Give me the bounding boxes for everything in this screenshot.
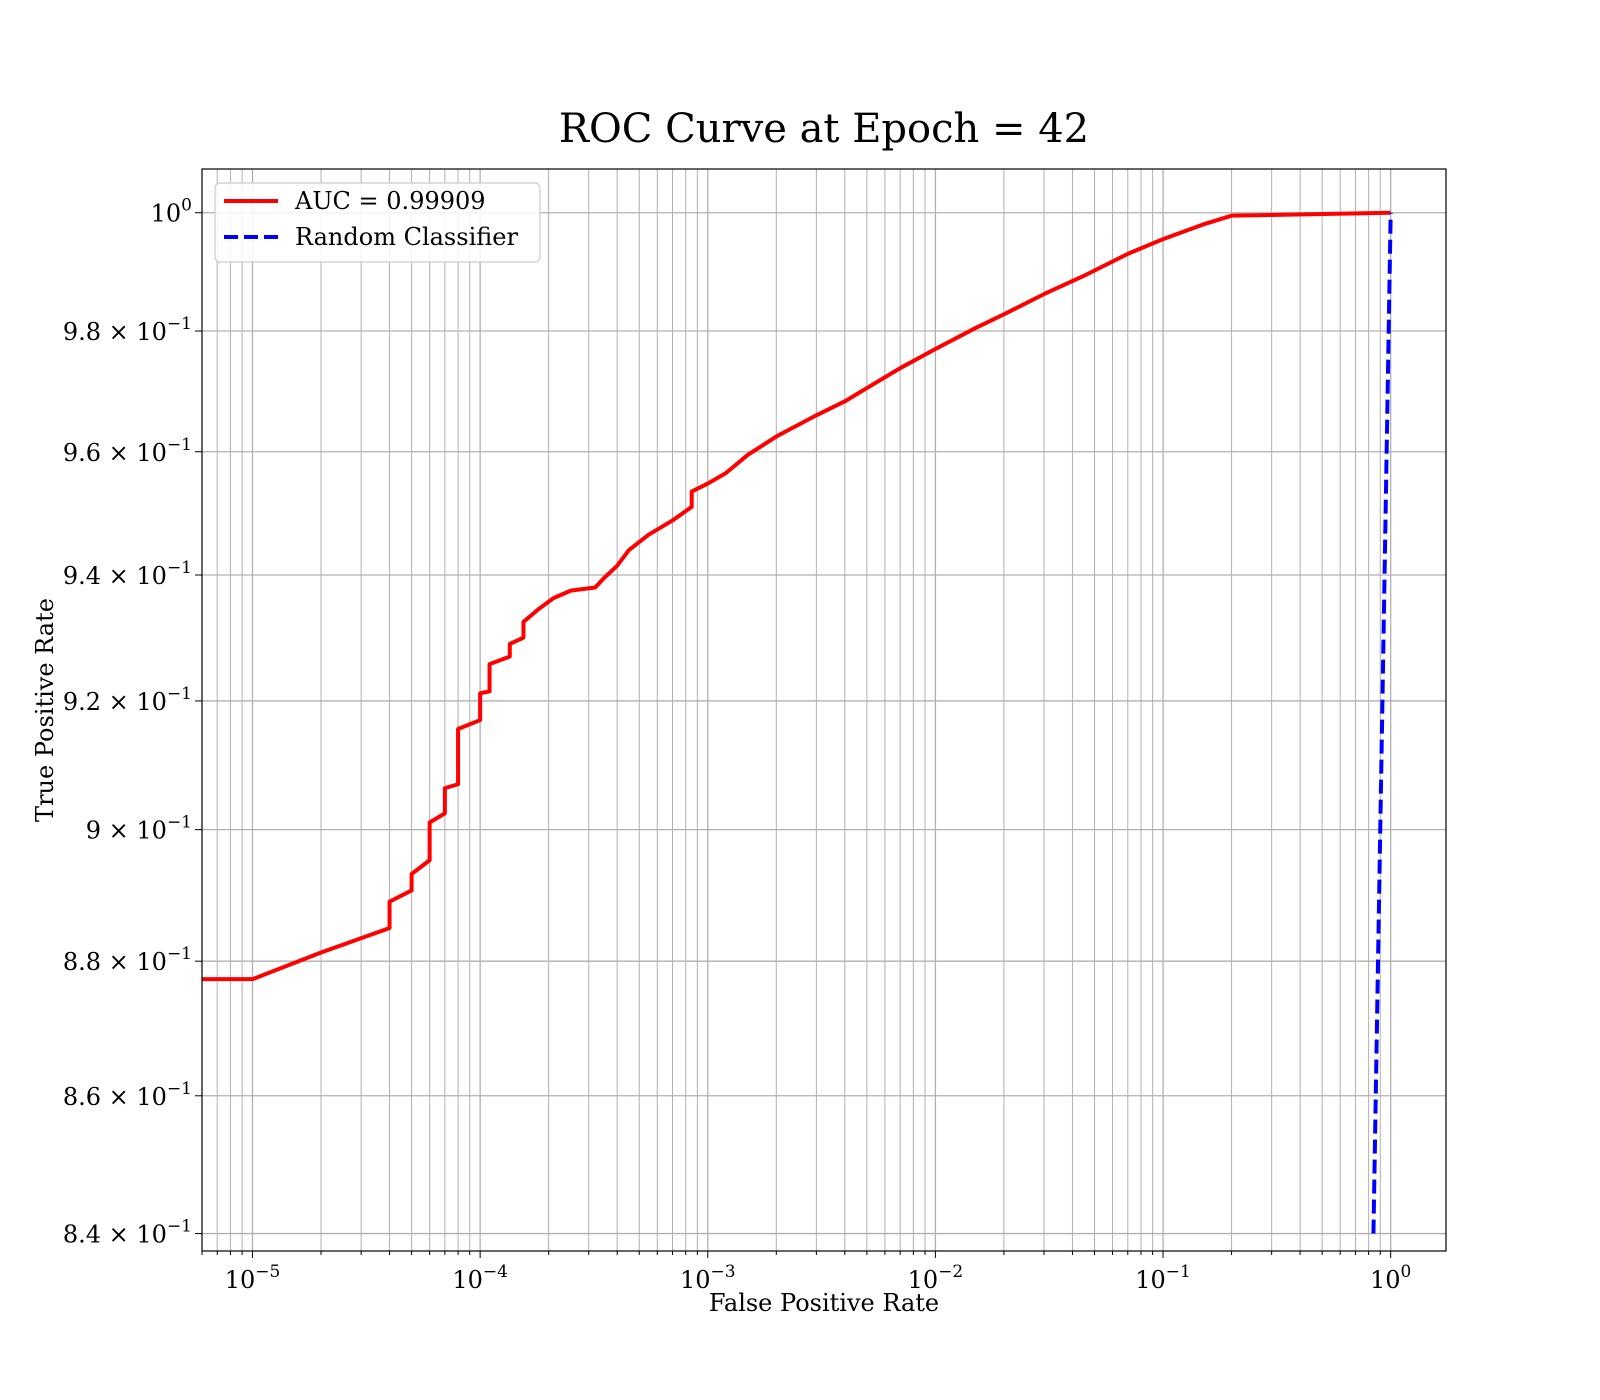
legend-label-random: Random Classifier — [295, 223, 518, 251]
y-tick-label: 8.6 × 10−1 — [63, 1079, 192, 1111]
y-tick-label: 100 — [151, 196, 192, 228]
y-tick-label: 9.8 × 10−1 — [63, 314, 192, 346]
random-classifier-line — [1371, 212, 1393, 1234]
x-tick-label: 100 — [1370, 1262, 1411, 1294]
roc-curve-line — [202, 210, 1391, 982]
y-tick-label: 9.2 × 10−1 — [63, 684, 192, 716]
x-axis-title: False Positive Rate — [709, 1289, 939, 1317]
plot-area — [202, 210, 1393, 1234]
x-tick-label: 10−4 — [452, 1262, 508, 1294]
axes-frame — [201, 168, 1447, 1252]
grid — [201, 169, 1446, 1251]
legend-label-roc: AUC = 0.99909 — [294, 187, 486, 215]
x-tick-label: 10−5 — [225, 1262, 281, 1294]
y-tick-label: 9 × 10−1 — [86, 813, 192, 845]
x-tick-label: 10−3 — [680, 1262, 736, 1294]
x-tick-label: 10−2 — [908, 1262, 964, 1294]
y-tick-label: 8.8 × 10−1 — [63, 944, 192, 976]
y-tick-label: 9.6 × 10−1 — [63, 435, 192, 467]
y-axis-title: True Positive Rate — [31, 598, 59, 822]
y-tick-label: 8.4 × 10−1 — [63, 1217, 192, 1249]
ticks: 8.4 × 10−1 8.6 × 10−1 8.8 × 10−1 9 × 10−1 9.… — [63, 196, 1412, 1294]
y-tick-label: 9.4 × 10−1 — [63, 558, 192, 590]
legend: AUC = 0.99909 Random Classifier — [214, 182, 541, 263]
legend-box — [214, 182, 541, 263]
x-tick-label: 10−1 — [1135, 1262, 1191, 1294]
chart-title: ROC Curve at Epoch = 42 — [559, 106, 1089, 152]
